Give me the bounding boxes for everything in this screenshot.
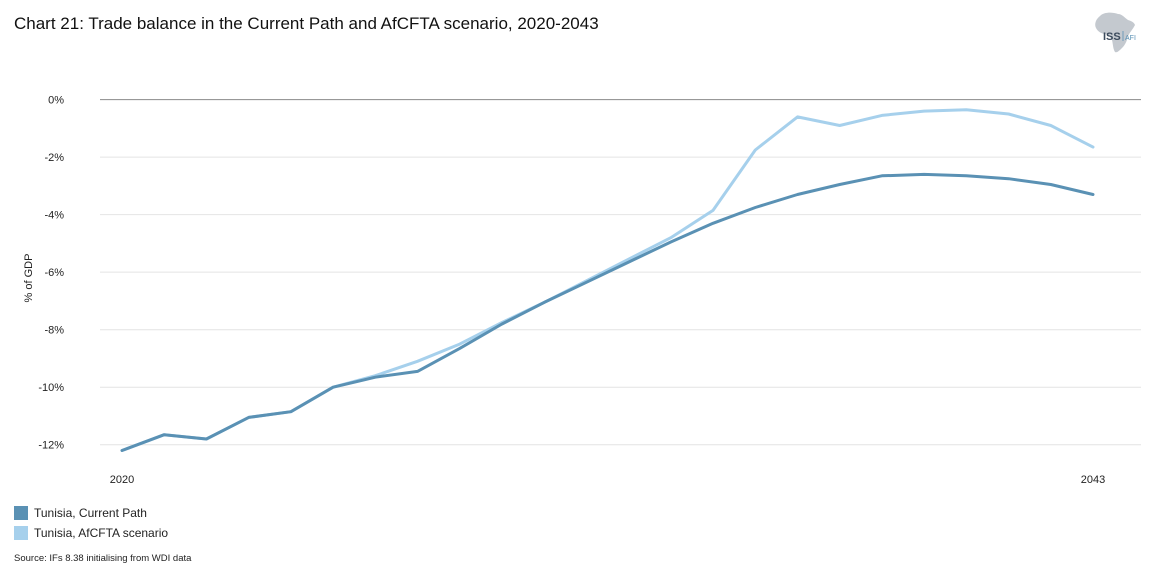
- legend-swatch-afcfta: [14, 526, 28, 540]
- series-line-afcfta: [120, 108, 1095, 452]
- x-axis-ticks: 2020 2043: [110, 474, 1105, 486]
- legend-swatch-current-path: [14, 506, 28, 520]
- y-axis-title: % of GDP: [23, 254, 35, 303]
- y-axis-ticks: 0% -2% -4% -6% -8% -10% -12%: [38, 95, 64, 452]
- series-line-current-path: [120, 172, 1095, 452]
- iss-afi-logo: ISS AFI: [1095, 12, 1136, 53]
- series-lines: [120, 108, 1095, 452]
- y-tick-label: 0%: [48, 95, 64, 107]
- legend-item-afcfta[interactable]: Tunisia, AfCFTA scenario: [14, 523, 168, 543]
- chart-title: Chart 21: Trade balance in the Current P…: [14, 14, 599, 33]
- y-tick-label: -6%: [44, 267, 64, 279]
- logo-text-main: ISS: [1103, 31, 1121, 43]
- legend: Tunisia, Current Path Tunisia, AfCFTA sc…: [14, 503, 168, 543]
- y-tick-label: -8%: [44, 325, 64, 337]
- x-tick-label: 2020: [110, 474, 134, 486]
- legend-label-current-path: Tunisia, Current Path: [34, 506, 147, 520]
- legend-item-current-path[interactable]: Tunisia, Current Path: [14, 503, 168, 523]
- logo-text-sub: AFI: [1125, 35, 1136, 42]
- africa-map-icon: [1095, 12, 1135, 53]
- y-tick-label: -12%: [38, 440, 64, 452]
- source-note: Source: IFs 8.38 initialising from WDI d…: [14, 553, 192, 564]
- y-tick-label: -2%: [44, 152, 64, 164]
- y-tick-label: -4%: [44, 210, 64, 222]
- legend-label-afcfta: Tunisia, AfCFTA scenario: [34, 526, 169, 540]
- grid-lines: [100, 99, 1141, 446]
- y-tick-label: -10%: [38, 382, 64, 394]
- x-tick-label: 2043: [1081, 474, 1105, 486]
